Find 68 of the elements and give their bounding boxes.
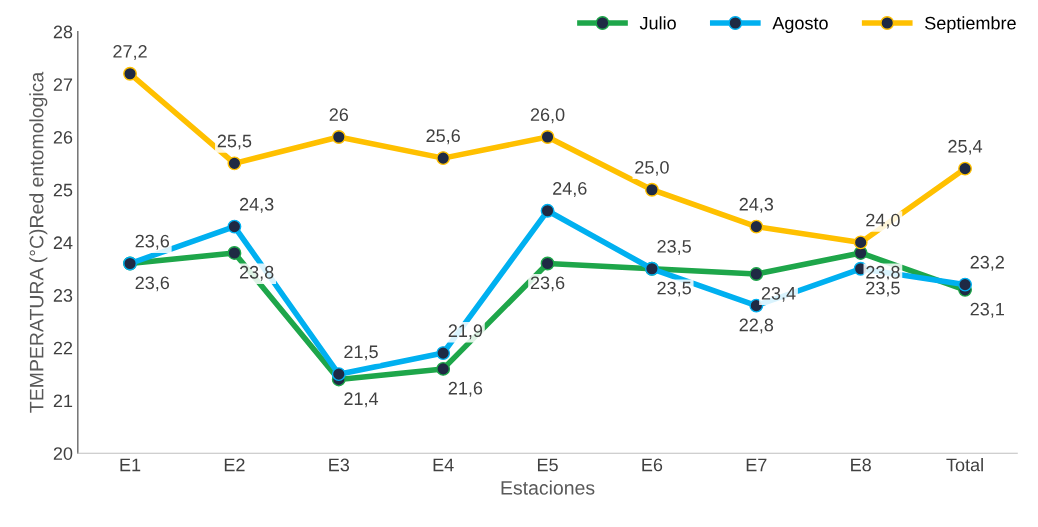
data-label: 25,0 — [635, 160, 669, 176]
point — [853, 235, 868, 250]
data-label: 23,8 — [866, 265, 900, 281]
x-tick-label: E4 — [433, 458, 454, 472]
point — [227, 246, 242, 260]
data-label: 21,4 — [344, 392, 379, 408]
point — [540, 203, 555, 218]
data-label: 24,3 — [739, 197, 774, 213]
data-label: 26 — [329, 108, 349, 122]
point — [123, 66, 137, 81]
legend-label: Julio — [639, 16, 676, 30]
data-label: 21,9 — [448, 324, 483, 340]
x-tick-label: E7 — [746, 458, 767, 472]
point — [749, 219, 764, 234]
y-tick-label: 27 — [53, 78, 73, 91]
point — [331, 130, 346, 144]
data-label: 24,6 — [553, 182, 587, 197]
legend-label: Septiembre — [925, 16, 1016, 34]
point — [540, 130, 555, 144]
data-label: 25,6 — [426, 129, 460, 145]
data-label: 23,1 — [970, 302, 1004, 318]
data-label: 22,8 — [739, 318, 774, 334]
x-tick-label: E8 — [851, 458, 871, 472]
data-label: 23,2 — [970, 255, 1004, 271]
y-tick-label: 26 — [53, 130, 73, 144]
y-tick-label: 20 — [53, 447, 73, 460]
x-tick-label: E5 — [537, 458, 558, 472]
x-axis-title: Estaciones — [501, 480, 595, 495]
y-tick-label: 21 — [53, 394, 73, 408]
y-axis-title: TEMPERATURA (°C)Red entomologica — [29, 71, 48, 413]
point — [958, 161, 972, 176]
data-label: 23,5 — [657, 281, 691, 297]
y-tick-label: 22 — [53, 341, 73, 355]
data-label: 23,8 — [239, 265, 274, 281]
data-label: 23,6 — [135, 234, 170, 250]
data-label: 24,0 — [866, 213, 900, 229]
y-tick-label: 23 — [53, 289, 73, 302]
x-tick-label: Total — [946, 458, 983, 472]
y-tick-label: 28 — [53, 25, 73, 39]
y-tick-label: 24 — [53, 236, 73, 249]
data-label: 25,4 — [948, 139, 983, 155]
y-tick-label: 25 — [53, 183, 73, 197]
point — [227, 219, 242, 234]
data-label: 21,6 — [448, 381, 483, 397]
x-tick-label: E1 — [120, 458, 141, 472]
data-label: 23,5 — [657, 240, 691, 255]
data-label: 23,6 — [530, 276, 565, 292]
x-tick-label: E2 — [224, 458, 245, 472]
point — [436, 361, 451, 376]
legend-label: Agosto — [772, 16, 828, 34]
data-label: 26,0 — [530, 108, 565, 124]
point — [436, 151, 451, 166]
point — [331, 367, 346, 382]
data-label: 23,6 — [135, 276, 170, 292]
x-tick-label: E6 — [642, 458, 663, 472]
data-label: 23,4 — [761, 286, 796, 302]
data-label: 25,5 — [217, 134, 252, 150]
point — [644, 182, 659, 197]
data-label: 23,5 — [866, 281, 900, 297]
point — [436, 346, 451, 361]
data-label: 21,5 — [344, 345, 378, 361]
data-label: 27,2 — [113, 45, 147, 60]
point — [540, 256, 555, 271]
data-label: 24,3 — [239, 197, 274, 213]
point — [958, 277, 972, 292]
x-tick-label: E3 — [329, 458, 350, 472]
point — [227, 156, 242, 171]
point — [749, 267, 764, 281]
